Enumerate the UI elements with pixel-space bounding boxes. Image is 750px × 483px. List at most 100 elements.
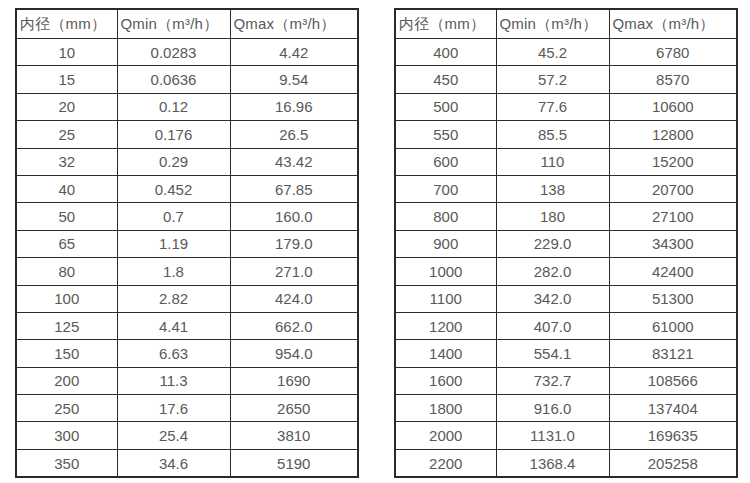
table-cell: 9.54: [230, 66, 358, 93]
flow-table-right: 内径（mm） Qmin（m³/h） Qmax（m³/h） 40045.26780…: [394, 8, 738, 478]
table-cell: 4.41: [117, 312, 230, 339]
table-cell: 15: [16, 66, 117, 93]
table-cell: 160.0: [230, 203, 358, 230]
table-cell: 954.0: [230, 340, 358, 367]
table-cell: 500: [395, 93, 496, 120]
table-row: 25017.62650: [16, 395, 358, 422]
table-cell: 250: [16, 395, 117, 422]
table-cell: 4.42: [230, 39, 358, 66]
table-row: 22001368.4205258: [395, 449, 737, 477]
table-cell: 25.4: [117, 422, 230, 449]
table-cell: 800: [395, 203, 496, 230]
table-cell: 424.0: [230, 285, 358, 312]
table-cell: 700: [395, 175, 496, 202]
table-header-row: 内径（mm） Qmin（m³/h） Qmax（m³/h）: [395, 9, 737, 39]
table-row: 500.7160.0: [16, 203, 358, 230]
col-header-diameter: 内径（mm）: [16, 9, 117, 39]
table-row: 320.2943.42: [16, 148, 358, 175]
table-cell: 1200: [395, 312, 496, 339]
col-header-qmax: Qmax（m³/h）: [609, 9, 737, 39]
table-cell: 3810: [230, 422, 358, 449]
table-row: 651.19179.0: [16, 230, 358, 257]
table-cell: 10600: [609, 93, 737, 120]
table-cell: 0.0636: [117, 66, 230, 93]
table-cell: 2.82: [117, 285, 230, 312]
table-cell: 342.0: [496, 285, 609, 312]
table-cell: 51300: [609, 285, 737, 312]
table-cell: 229.0: [496, 230, 609, 257]
table-cell: 50: [16, 203, 117, 230]
table-row: 80018027100: [395, 203, 737, 230]
table-cell: 271.0: [230, 258, 358, 285]
table-row: 1200407.061000: [395, 312, 737, 339]
table-cell: 77.6: [496, 93, 609, 120]
table-cell: 83121: [609, 340, 737, 367]
table-cell: 0.176: [117, 121, 230, 148]
table-row: 60011015200: [395, 148, 737, 175]
table-cell: 85.5: [496, 121, 609, 148]
table-cell: 42400: [609, 258, 737, 285]
table-row: 30025.43810: [16, 422, 358, 449]
table-row: 1600732.7108566: [395, 367, 737, 394]
table-cell: 450: [395, 66, 496, 93]
table-cell: 1600: [395, 367, 496, 394]
table-cell: 110: [496, 148, 609, 175]
table-row: 70013820700: [395, 175, 737, 202]
table-cell: 0.7: [117, 203, 230, 230]
table-cell: 12800: [609, 121, 737, 148]
table-cell: 900: [395, 230, 496, 257]
table-row: 900229.034300: [395, 230, 737, 257]
table-cell: 282.0: [496, 258, 609, 285]
table-row: 1506.63954.0: [16, 340, 358, 367]
table-row: 1002.82424.0: [16, 285, 358, 312]
table-row: 200.1216.96: [16, 93, 358, 120]
table-row: 35034.65190: [16, 449, 358, 477]
table-cell: 1800: [395, 395, 496, 422]
table-cell: 180: [496, 203, 609, 230]
table-row: 801.8271.0: [16, 258, 358, 285]
table-cell: 554.1: [496, 340, 609, 367]
table-cell: 57.2: [496, 66, 609, 93]
table-cell: 137404: [609, 395, 737, 422]
table-cell: 200: [16, 367, 117, 394]
col-header-diameter: 内径（mm）: [395, 9, 496, 39]
table-cell: 1.19: [117, 230, 230, 257]
table-cell: 27100: [609, 203, 737, 230]
table-cell: 6780: [609, 39, 737, 66]
table-cell: 40: [16, 175, 117, 202]
col-header-qmin: Qmin（m³/h）: [117, 9, 230, 39]
table-cell: 179.0: [230, 230, 358, 257]
table-cell: 26.5: [230, 121, 358, 148]
table-cell: 125: [16, 312, 117, 339]
table-cell: 205258: [609, 449, 737, 477]
table-cell: 6.63: [117, 340, 230, 367]
table-cell: 138: [496, 175, 609, 202]
table-cell: 65: [16, 230, 117, 257]
table-cell: 1.8: [117, 258, 230, 285]
table-cell: 1690: [230, 367, 358, 394]
table-cell: 0.0283: [117, 39, 230, 66]
table-cell: 662.0: [230, 312, 358, 339]
table-cell: 61000: [609, 312, 737, 339]
table-cell: 732.7: [496, 367, 609, 394]
table-row: 20011.31690: [16, 367, 358, 394]
table-cell: 10: [16, 39, 117, 66]
table-cell: 11.3: [117, 367, 230, 394]
table-row: 100.02834.42: [16, 39, 358, 66]
table-cell: 0.452: [117, 175, 230, 202]
table-cell: 407.0: [496, 312, 609, 339]
table-cell: 16.96: [230, 93, 358, 120]
table-row: 400.45267.85: [16, 175, 358, 202]
table-row: 150.06369.54: [16, 66, 358, 93]
table-header-row: 内径（mm） Qmin（m³/h） Qmax（m³/h）: [16, 9, 358, 39]
table-cell: 108566: [609, 367, 737, 394]
table-row: 1100342.051300: [395, 285, 737, 312]
table-cell: 1000: [395, 258, 496, 285]
col-header-qmin: Qmin（m³/h）: [496, 9, 609, 39]
table-cell: 8570: [609, 66, 737, 93]
table-cell: 67.85: [230, 175, 358, 202]
table-row: 50077.610600: [395, 93, 737, 120]
table-cell: 45.2: [496, 39, 609, 66]
table-cell: 34300: [609, 230, 737, 257]
table-cell: 34.6: [117, 449, 230, 477]
